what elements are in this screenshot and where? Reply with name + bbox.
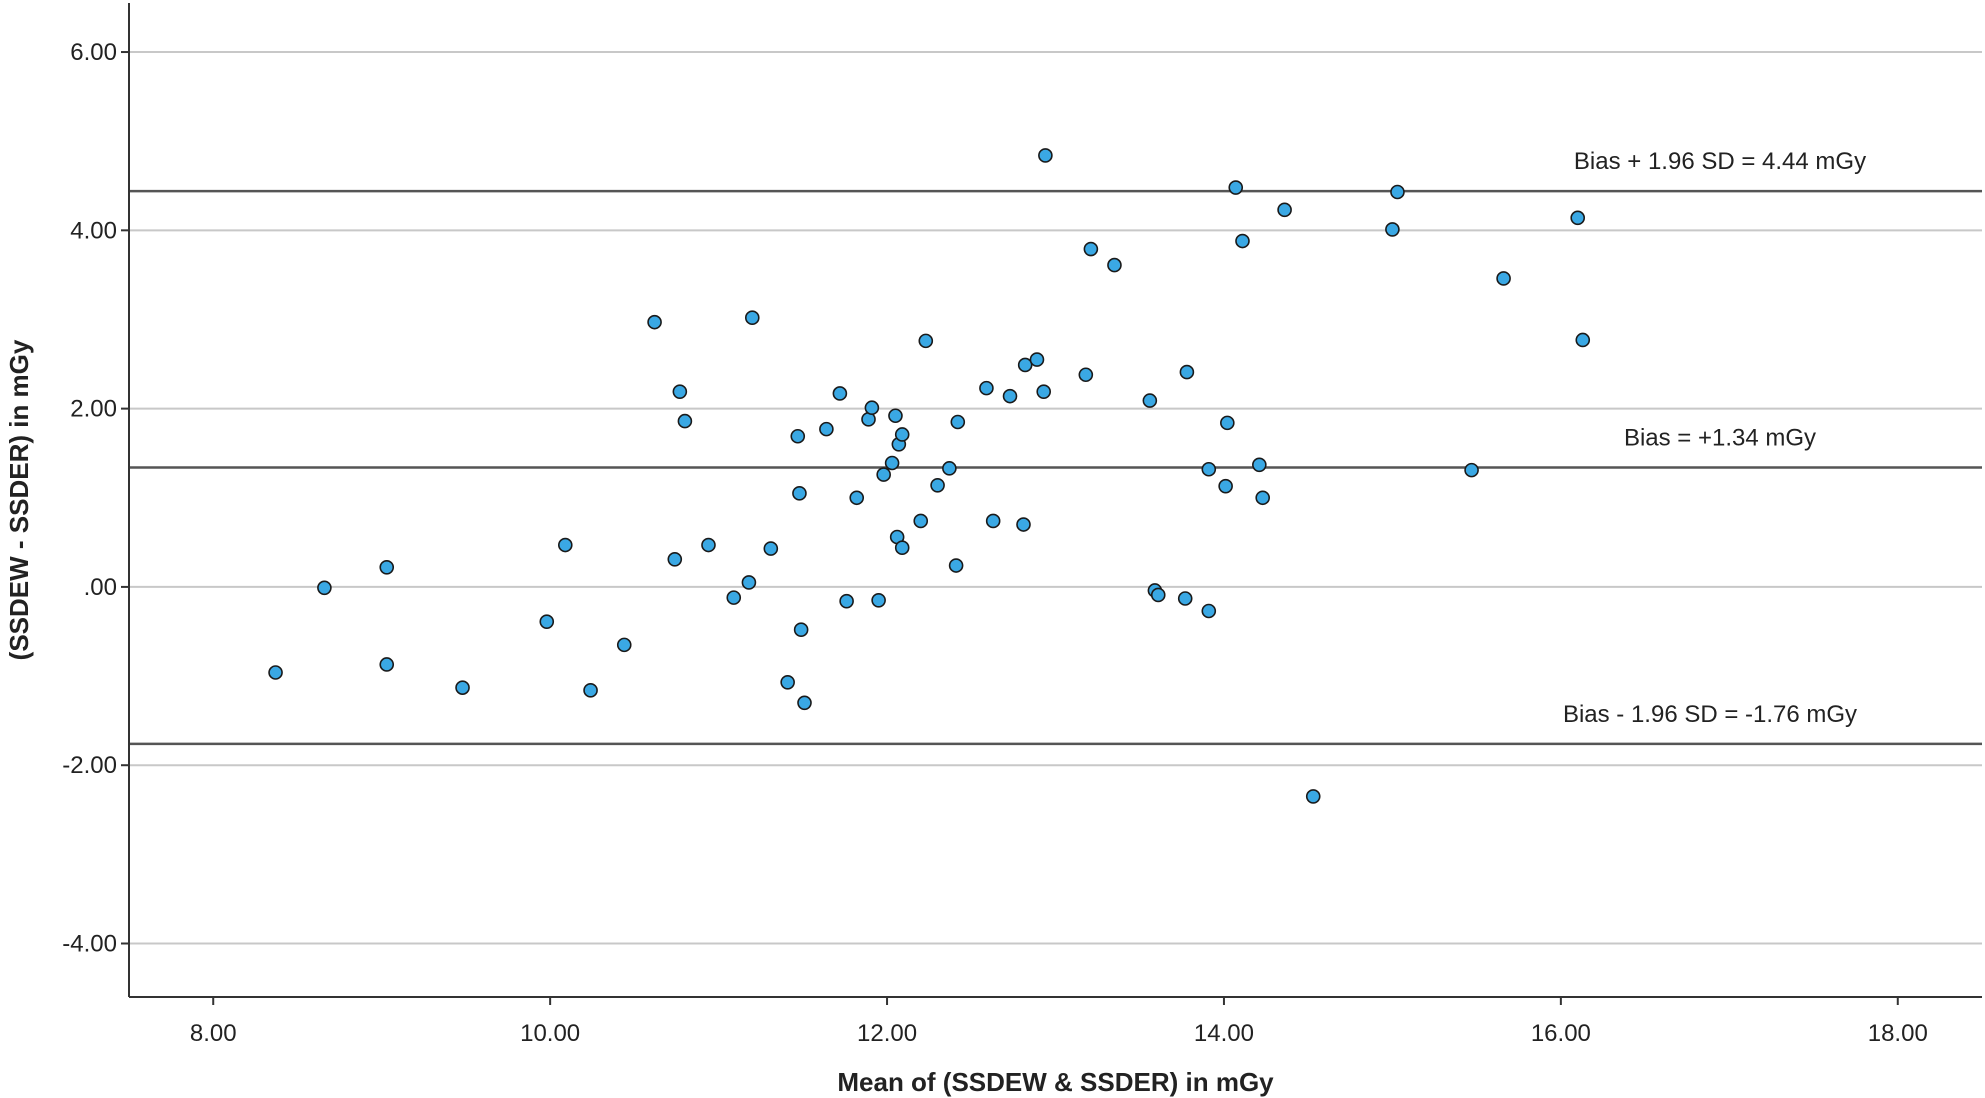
y-tick-label-0: 6.00 [70, 39, 117, 66]
data-point-23 [819, 421, 834, 437]
data-point-10 [667, 551, 683, 567]
reference-line-label-0: Bias + 1.96 SD = 4.44 mGy [1574, 148, 1866, 175]
x-tick-label-2: 12.00 [857, 1020, 917, 1047]
data-point-43 [979, 380, 994, 396]
data-point-36 [894, 427, 910, 442]
data-point-16 [744, 310, 760, 325]
data-point-20 [792, 486, 807, 501]
x-tick-label-1: 10.00 [520, 1020, 580, 1047]
data-point-22 [797, 695, 812, 711]
data-point-74 [1575, 332, 1591, 348]
data-point-37 [913, 513, 929, 529]
data-point-2 [379, 560, 395, 575]
data-point-73 [1570, 210, 1586, 226]
data-point-4 [455, 680, 470, 695]
data-points [268, 148, 1591, 804]
data-point-28 [864, 400, 880, 416]
data-point-54 [1142, 393, 1158, 408]
data-point-61 [1218, 478, 1233, 494]
data-point-7 [583, 683, 598, 698]
data-point-60 [1201, 603, 1217, 619]
data-point-53 [1107, 257, 1122, 273]
y-tick-label-4: -2.00 [62, 752, 117, 779]
data-point-35 [894, 540, 910, 555]
data-point-59 [1201, 461, 1217, 477]
data-point-17 [763, 541, 779, 556]
data-point-18 [780, 675, 795, 690]
data-point-19 [790, 428, 806, 444]
data-point-64 [1235, 233, 1250, 249]
data-point-12 [677, 413, 693, 429]
data-point-56 [1150, 587, 1166, 603]
data-point-32 [888, 408, 903, 424]
data-point-51 [1078, 367, 1094, 383]
data-point-63 [1228, 180, 1244, 195]
data-point-31 [884, 455, 900, 471]
data-point-24 [832, 386, 848, 401]
data-point-3 [379, 657, 395, 672]
data-point-50 [1038, 148, 1053, 163]
data-point-41 [948, 558, 964, 573]
x-tick-label-0: 8.00 [190, 1020, 237, 1047]
data-point-29 [871, 592, 886, 608]
data-point-45 [1002, 388, 1018, 404]
y-tick-label-1: 4.00 [70, 217, 117, 244]
y-tick-label-2: 2.00 [70, 396, 117, 423]
y-tick-label-3: .00 [84, 574, 117, 601]
data-point-57 [1177, 591, 1193, 606]
data-point-0 [268, 665, 283, 680]
data-point-62 [1220, 415, 1235, 431]
data-point-9 [647, 314, 662, 330]
data-point-13 [701, 537, 716, 553]
x-tick-labels: 8.00 10.00 12.00 14.00 16.00 18.00 [190, 1020, 1928, 1047]
data-point-8 [616, 637, 632, 653]
reference-line-label-2: Bias - 1.96 SD = -1.76 mGy [1563, 701, 1857, 728]
data-point-15 [741, 575, 757, 590]
data-point-47 [1017, 357, 1033, 373]
data-point-58 [1179, 364, 1195, 380]
horizontal-gridlines [129, 51, 1982, 945]
data-point-1 [317, 580, 332, 596]
data-point-25 [839, 593, 854, 609]
data-point-66 [1255, 490, 1270, 506]
data-point-14 [726, 590, 742, 605]
y-tick-label-5: -4.00 [62, 931, 117, 958]
data-point-21 [793, 622, 809, 638]
data-point-38 [918, 333, 934, 349]
data-point-72 [1496, 271, 1511, 286]
y-axis-title: (SSDEW - SSDER) in mGy [4, 339, 34, 660]
reference-lines [129, 189, 1982, 746]
data-point-52 [1083, 241, 1099, 257]
data-point-49 [1036, 384, 1052, 399]
reference-line-label-1: Bias = +1.34 mGy [1624, 424, 1816, 451]
data-point-39 [930, 477, 945, 493]
data-point-26 [849, 490, 865, 506]
data-point-42 [950, 414, 966, 430]
data-point-6 [557, 537, 573, 553]
axes [121, 3, 1982, 1005]
data-point-69 [1385, 222, 1400, 237]
data-point-5 [539, 614, 555, 629]
data-point-44 [985, 513, 1001, 529]
data-point-71 [1464, 462, 1479, 478]
data-point-46 [1016, 517, 1031, 532]
data-point-30 [876, 467, 891, 482]
data-point-65 [1252, 457, 1267, 473]
data-point-70 [1390, 184, 1405, 200]
x-tick-label-5: 18.00 [1868, 1020, 1928, 1047]
reference-line-labels: Bias + 1.96 SD = 4.44 mGy Bias = +1.34 mG… [1563, 148, 1866, 728]
data-point-68 [1305, 789, 1321, 804]
data-point-48 [1029, 352, 1045, 367]
x-tick-label-4: 16.00 [1531, 1020, 1591, 1047]
x-axis-title: Mean of (SSDEW & SSDER) in mGy [837, 1067, 1274, 1097]
data-point-40 [942, 461, 957, 476]
data-point-11 [672, 384, 688, 399]
x-tick-label-3: 14.00 [1194, 1020, 1254, 1047]
y-tick-labels: 6.00 4.00 2.00 .00 -2.00 -4.00 [62, 39, 117, 957]
data-point-67 [1277, 202, 1292, 218]
